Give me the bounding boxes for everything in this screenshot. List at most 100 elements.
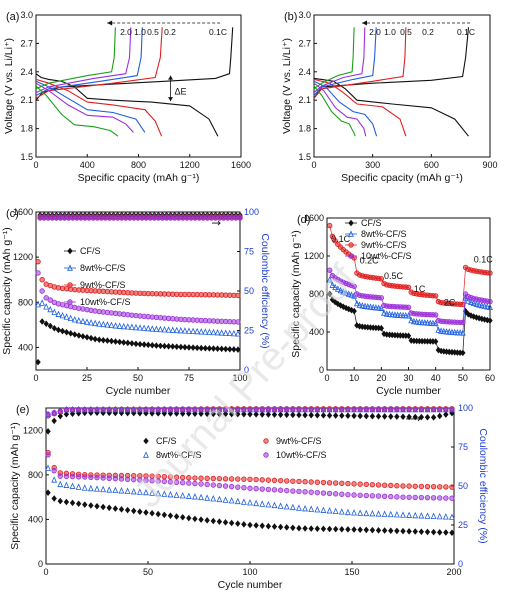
c-data-point (108, 337, 115, 345)
c-data-point (39, 277, 45, 283)
d-data-point (435, 326, 442, 333)
c-data-point (222, 329, 229, 336)
e-efficiency-point (100, 406, 106, 413)
e-efficiency-point (265, 411, 272, 418)
e-efficiency-point (418, 406, 425, 413)
d-data-point (487, 298, 493, 305)
e-data-point (94, 474, 100, 481)
c-data-point (235, 319, 241, 325)
e-ytick-label: 0 (38, 559, 43, 569)
c-data-point (214, 345, 221, 352)
e-data-point (412, 483, 418, 489)
d-data-point (345, 290, 352, 297)
d-data-point (364, 303, 371, 310)
c-xtick-label: 50 (133, 373, 143, 383)
e-data-point (357, 492, 363, 498)
e-data-point (320, 506, 327, 513)
d-data-point (424, 319, 431, 326)
a-rate-label: 0.5 (147, 27, 159, 37)
e-legend-item: 8wt%-CF/S (143, 450, 202, 460)
d-data-point (405, 332, 412, 340)
c-data-point (79, 317, 86, 325)
a-charge-curve (35, 27, 132, 94)
e-data-point (57, 497, 63, 505)
c-data-point (231, 346, 237, 353)
d-data-point (343, 304, 349, 312)
e-data-point (155, 489, 162, 497)
e-data-point (88, 502, 94, 509)
a-ytick-label: 1.8 (20, 124, 33, 134)
e-data-point (394, 494, 400, 500)
e-data-point (357, 481, 363, 487)
e-data-point (94, 502, 100, 510)
e-data-point (167, 512, 174, 519)
e-data-point (443, 495, 449, 501)
e-efficiency-point (351, 406, 357, 413)
e-data-point (338, 508, 345, 515)
e-data-point (381, 527, 388, 534)
e-data-point (88, 474, 94, 481)
a-delta-e-label: ΔE (175, 87, 187, 97)
e-data-point (69, 499, 76, 507)
e-data-point (94, 485, 100, 492)
c-data-point (47, 305, 54, 313)
e-data-point (124, 476, 131, 483)
e-data-point (296, 504, 302, 511)
e-data-point (393, 511, 400, 518)
c-data-point (149, 325, 156, 332)
e-ytick-right-label: 25 (458, 520, 468, 530)
a-rate-label: 2.0 (120, 27, 132, 37)
c-data-point (63, 328, 70, 336)
e-data-point (186, 514, 192, 522)
c-data-point (227, 345, 233, 353)
d-data-point (378, 295, 385, 301)
e-data-point (198, 516, 204, 523)
a-delta-e-arrowhead (168, 75, 174, 80)
c-data-point (137, 340, 143, 348)
d-data-point (460, 319, 466, 326)
e-data-point (296, 478, 302, 485)
e-data-point (124, 487, 131, 494)
c-data-point (108, 321, 115, 329)
e-data-point (63, 481, 70, 488)
e-data-point (136, 488, 143, 495)
e-efficiency-point (112, 406, 119, 413)
e-data-point (412, 511, 419, 519)
e-data-point (137, 508, 143, 515)
d-xtick-label: 10 (349, 373, 359, 383)
e-efficiency-point (412, 413, 418, 421)
e-efficiency-point (394, 413, 400, 420)
d-data-point (432, 319, 439, 327)
c-legend-label: CF/S (80, 246, 101, 256)
e-data-point (436, 512, 443, 520)
c-data-point (100, 336, 107, 344)
c-data-point (182, 343, 188, 351)
e-xtick-label: 200 (446, 567, 461, 577)
e-efficiency-point (369, 406, 376, 413)
c-y-axis-right-label: Coulombic efficiency (%) (259, 233, 271, 348)
c-ytick-right-label: 25 (244, 326, 254, 336)
e-data-point (204, 517, 210, 524)
b-charge-curve (313, 27, 470, 99)
d-data-point (432, 293, 439, 299)
e-data-point (161, 511, 168, 519)
e-data-point (253, 499, 260, 507)
b-x-axis-label: Specific cpacity (mAh g⁻¹) (341, 172, 463, 184)
e-data-point (424, 494, 431, 501)
e-data-point (400, 494, 406, 500)
c-x-axis-label: Cycle number (106, 385, 171, 397)
e-efficiency-point (45, 411, 51, 417)
c-data-point (100, 320, 107, 328)
e-efficiency-point (57, 412, 63, 420)
e-data-point (437, 529, 443, 536)
e-data-point (247, 521, 253, 529)
e-data-point (210, 495, 217, 502)
a-xtick-label: 1600 (231, 160, 251, 170)
c-data-point (173, 326, 180, 334)
e-data-point (265, 486, 272, 493)
e-data-point (345, 526, 351, 533)
e-data-point (69, 482, 76, 489)
e-efficiency-point (247, 406, 253, 413)
e-data-point (449, 484, 455, 490)
d-data-point (381, 309, 387, 316)
